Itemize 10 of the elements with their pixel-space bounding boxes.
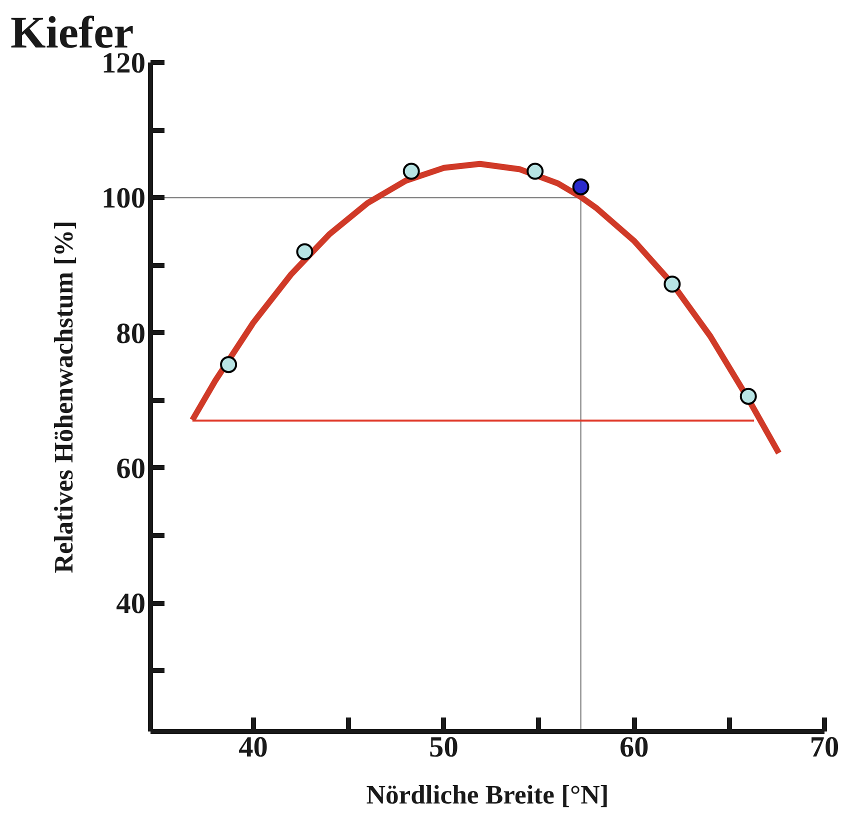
- x-tick-label: 40: [238, 732, 268, 764]
- x-tick-label: 70: [810, 732, 840, 764]
- y-tick-label: 80: [116, 318, 146, 350]
- y-tick-label: 100: [102, 182, 146, 215]
- y-tick-label: 40: [116, 588, 146, 620]
- x-tick-label: 50: [429, 732, 458, 764]
- x-axis-title: Nördliche Breite [°N]: [366, 780, 609, 810]
- y-axis-title: Relatives Höhenwachstum [%]: [48, 220, 79, 574]
- x-tick-label: 60: [619, 732, 649, 764]
- y-tick-label: 60: [116, 452, 146, 485]
